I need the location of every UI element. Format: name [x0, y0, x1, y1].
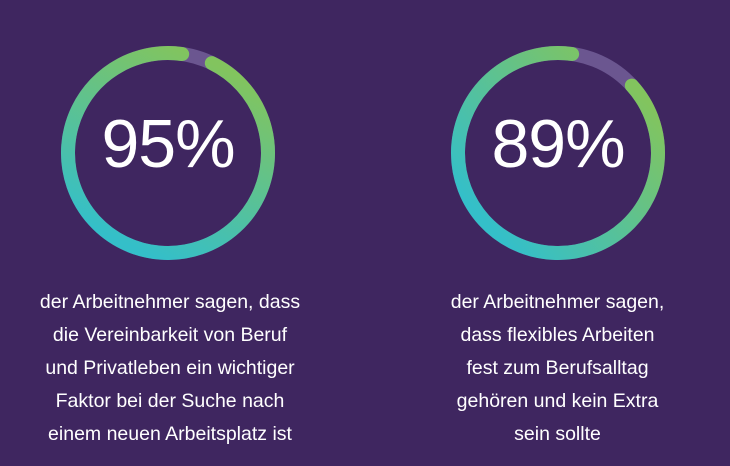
caption-line: und Privatleben ein wichtiger — [45, 357, 295, 379]
caption-line: einem neuen Arbeitsplatz ist — [48, 423, 292, 445]
progress-ring-95 — [58, 43, 278, 263]
progress-ring-89 — [448, 43, 668, 263]
caption-line: der Arbeitnehmer sagen, — [450, 291, 665, 313]
caption-line: der Arbeitnehmer sagen, dass — [39, 291, 301, 313]
caption-line: die Vereinbarkeit von Beruf — [52, 324, 288, 346]
percentage-89: 89% — [491, 106, 625, 182]
caption-line: dass flexibles Arbeiten — [460, 324, 655, 346]
caption-line: Faktor bei der Suche nach — [55, 390, 285, 412]
ring-progress — [451, 46, 665, 260]
caption-line: gehören und kein Extra — [456, 390, 659, 412]
caption-work-life-balance: der Arbeitnehmer sagen, dass die Vereinb… — [0, 286, 340, 451]
caption-line: sein sollte — [514, 423, 601, 445]
caption-flexible-work: der Arbeitnehmer sagen, dass flexibles A… — [385, 286, 730, 451]
ring-progress — [61, 46, 275, 260]
percentage-95: 95% — [101, 106, 235, 182]
caption-line: fest zum Berufsalltag — [466, 357, 649, 379]
